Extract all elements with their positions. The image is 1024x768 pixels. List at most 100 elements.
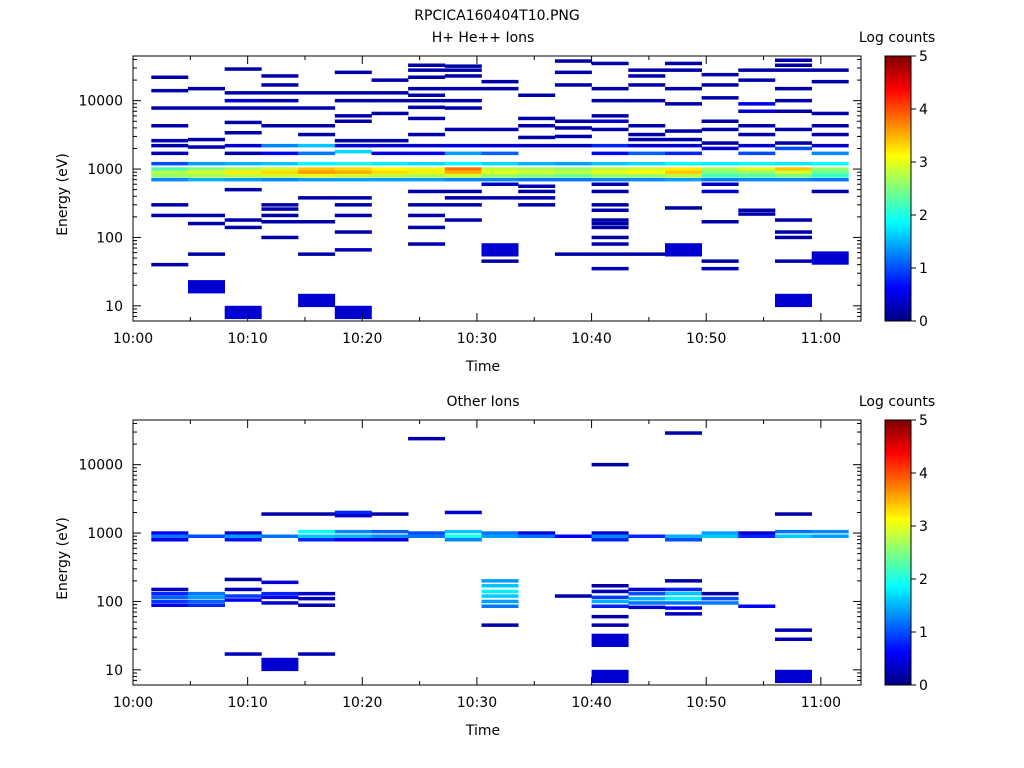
colorbar-segment (885, 73, 911, 77)
heatmap-cell (738, 102, 776, 106)
plot-frame (132, 419, 862, 686)
colorbar-segment (885, 446, 911, 450)
colorbar-segment (885, 301, 911, 304)
colorbar-segment (885, 563, 911, 567)
colorbar-segment (885, 197, 911, 200)
colorbar-segment (885, 508, 911, 511)
colorbar-segment (885, 559, 911, 562)
colorbar-segment (885, 131, 911, 134)
heatmap-cell (738, 78, 776, 82)
colorbar-segment (885, 60, 911, 64)
colorbar-segment (885, 636, 911, 640)
heatmap-cell (738, 68, 776, 72)
heatmap-cell (554, 252, 592, 256)
heatmap-cell (481, 531, 519, 535)
heatmap-cell (334, 161, 372, 166)
heatmap-cell (518, 189, 556, 194)
heatmap-cell (665, 431, 702, 435)
colorbar-segment (885, 660, 911, 664)
colorbar-segment (885, 259, 911, 262)
heatmap-cell (224, 598, 262, 602)
colorbar-segment (885, 279, 911, 282)
heatmap-cell (261, 207, 299, 211)
heatmap-cell (481, 167, 519, 171)
heatmap-cell (298, 596, 336, 601)
colorbar-segment (885, 680, 911, 684)
colorbar-segment (885, 658, 911, 662)
colorbar-segment (885, 274, 911, 278)
colorbar-segment (885, 303, 911, 306)
colorbar-segment (885, 237, 911, 240)
heatmap-cell (481, 196, 519, 200)
heatmap-cell (261, 534, 299, 538)
heatmap-cell (775, 170, 812, 174)
colorbar-segment (885, 627, 911, 631)
colorbar-segment (885, 528, 911, 531)
heatmap-cell (408, 151, 446, 156)
colorbar-segment (885, 590, 911, 593)
heatmap-cell (408, 225, 446, 230)
heatmap-cell (628, 174, 666, 178)
x-tick-label: 10:10 (227, 695, 267, 711)
colorbar-segment (885, 283, 911, 287)
heatmap-cell (701, 170, 739, 174)
colorbar-segment (885, 649, 911, 653)
heatmap-cell (261, 161, 299, 166)
heatmap-cell (334, 119, 372, 123)
colorbar-segment (885, 574, 911, 578)
heatmap-cell (334, 230, 372, 234)
heatmap-cell (775, 146, 812, 151)
heatmap-cell (701, 167, 739, 171)
heatmap-cell (481, 259, 519, 263)
heatmap-cell (628, 161, 666, 166)
heatmap-cell (554, 59, 592, 63)
colorbar-segment (885, 634, 911, 637)
heatmap-cell (224, 131, 262, 135)
heatmap-cell (738, 161, 776, 166)
colorbar-segment (885, 139, 911, 143)
heatmap-cell (665, 174, 702, 178)
colorbar-label: Log counts (859, 30, 935, 46)
heatmap-cell (371, 111, 409, 116)
heatmap-cell (444, 151, 482, 156)
heatmap-cell (628, 74, 666, 78)
heatmap-cell (408, 436, 446, 441)
colorbar-segment (885, 184, 911, 187)
colorbar-segment (885, 514, 911, 518)
heatmap-cell (481, 174, 519, 178)
heatmap-cell (628, 591, 666, 596)
heatmap-cell (481, 161, 519, 166)
panel-title: H+ He++ Ions (432, 30, 535, 46)
colorbar-tick-label: 3 (919, 519, 928, 535)
colorbar-segment (885, 243, 911, 247)
heatmap-cell (408, 170, 446, 174)
colorbar-segment (885, 618, 911, 622)
heatmap-cell (298, 174, 336, 178)
colorbar-segment (885, 150, 911, 154)
heatmap-cell (665, 243, 702, 257)
heatmap-cell (334, 305, 372, 320)
colorbar-segment (885, 234, 911, 238)
heatmap-cell (224, 538, 262, 542)
colorbar-segment (885, 318, 911, 322)
colorbar-segment (885, 106, 911, 110)
heatmap-cell (518, 174, 556, 178)
colorbar-tick-label: 2 (919, 572, 928, 588)
heatmap-cell (591, 614, 629, 619)
heatmap-cell (444, 68, 482, 72)
heatmap-cell (298, 529, 336, 534)
heatmap-cell (591, 86, 629, 91)
heatmap-cell (811, 529, 849, 534)
heatmap-cell (224, 177, 262, 182)
heatmap-cell (334, 114, 372, 118)
heatmap-cell (481, 534, 519, 538)
colorbar-tick-label: 0 (919, 314, 928, 330)
colorbar-segment (885, 69, 911, 72)
heatmap-cell (224, 143, 262, 148)
colorbar-segment (885, 612, 911, 615)
heatmap-cell (775, 127, 812, 132)
heatmap-cell (261, 83, 299, 87)
colorbar-segment (885, 592, 911, 595)
colorbar-segment (885, 80, 911, 83)
colorbar-segment (885, 305, 911, 309)
